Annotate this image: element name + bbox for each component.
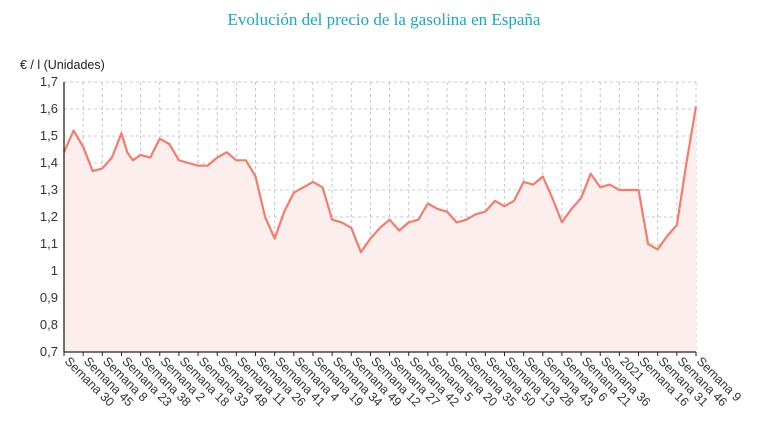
y-tick-label: 1,3	[40, 182, 58, 197]
y-tick-label: 0,7	[40, 344, 58, 359]
y-tick-label: 1,6	[40, 101, 58, 116]
y-tick-label: 1,2	[40, 209, 58, 224]
y-tick-label: 0,9	[40, 290, 58, 305]
y-axis-label: € / l (Unidades)	[20, 58, 105, 72]
y-tick-label: 1,7	[40, 74, 58, 89]
series-line	[62, 106, 698, 254]
y-tick-label: 1,1	[40, 236, 58, 251]
y-tick-label: 1,4	[40, 155, 58, 170]
y-tick-label: 1,5	[40, 128, 58, 143]
y-tick-label: 1	[51, 263, 58, 278]
y-tick-label: 0,8	[40, 317, 58, 332]
chart-title: Evolución del precio de la gasolina en E…	[227, 10, 541, 29]
